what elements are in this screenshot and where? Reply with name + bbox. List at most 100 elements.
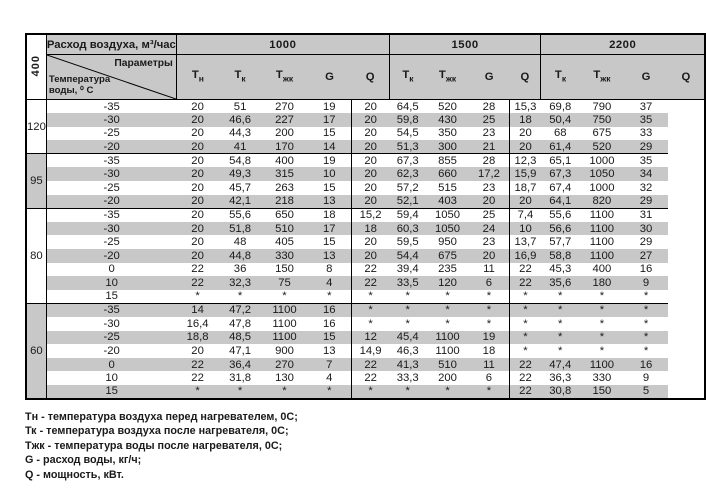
value-cell: 20 <box>176 153 219 168</box>
diagonal-line <box>47 55 176 99</box>
value-cell: 20 <box>176 221 219 236</box>
value-cell: 0 <box>45 357 177 372</box>
value-cell: 35,6 <box>540 276 580 290</box>
water-temp-group-95: 95 <box>26 153 47 209</box>
table-body: 120 -35 20 51 270 19 20 64,5 520 28 15,3 69,8 790 37-… <box>26 98 705 399</box>
value-cell: 54,8 <box>218 153 262 168</box>
params-label: Параметры <box>114 58 173 69</box>
value-cell: 20 <box>509 194 541 209</box>
value-cell: * <box>426 302 469 317</box>
value-cell: 11 <box>468 357 510 372</box>
water-temp-group-60: 60 <box>26 302 47 399</box>
water-temp-group-80: 80 <box>26 207 47 304</box>
value-cell: 17 <box>307 221 352 236</box>
value-cell: 18 <box>482 344 496 357</box>
value-cell: 59,8 <box>389 113 427 127</box>
value-cell: 55,6 <box>540 207 580 222</box>
value-cell: 180 <box>579 276 625 290</box>
value-cell: 22 <box>191 372 204 385</box>
value-cell: 510 <box>426 357 469 372</box>
value-cell: * <box>579 302 625 317</box>
value-cell: 300 <box>426 140 469 154</box>
value-cell: 1100 <box>426 330 469 345</box>
value-cell: 67,3 <box>389 153 427 168</box>
value-cell: 60,3 <box>389 221 427 236</box>
value-cell: 35 <box>624 153 668 168</box>
value-cell: 51,8 <box>218 221 262 236</box>
value-cell: 6 <box>485 372 493 385</box>
value-cell: 16,4 <box>186 317 209 330</box>
value-cell: 67,3 <box>540 167 580 182</box>
value-cell: 24 <box>468 221 510 236</box>
value-cell: * <box>558 290 563 303</box>
value-cell: * <box>237 290 243 303</box>
value-cell: 6 <box>468 276 510 290</box>
value-cell: -35 <box>45 207 177 222</box>
value-cell: 48,5 <box>218 330 262 345</box>
value-cell: * <box>579 330 625 345</box>
legend: Тн - температура воздуха перед нагревате… <box>25 410 298 482</box>
value-cell: -35 <box>45 153 177 168</box>
value-cell: 950 <box>438 236 457 249</box>
table-row: 95 -35 20 54,8 400 19 20 67,3 855 28 12,3 65,1 1000 3… <box>26 153 705 209</box>
value-cell: 1100 <box>261 330 308 345</box>
value-cell: 56,6 <box>540 221 580 236</box>
value-cell: 28 <box>468 99 510 114</box>
table-row: -25 20 44,3 200 15 20 54,5 350 23 20 68 675 33 <box>26 126 705 141</box>
column-header-Тжк: Тжк <box>261 54 308 100</box>
value-cell: * <box>350 317 390 331</box>
value-cell: 19 <box>468 330 510 345</box>
value-cell: * <box>176 384 219 399</box>
value-cell: 65,1 <box>540 153 580 168</box>
value-cell: 47,8 <box>229 317 252 330</box>
column-header-G: G <box>468 54 510 100</box>
value-cell: 75 <box>261 276 308 290</box>
value-cell: 20 <box>350 153 390 168</box>
value-cell: 25 <box>468 113 510 127</box>
value-cell: 900 <box>275 344 294 357</box>
value-cell: 405 <box>275 236 294 249</box>
value-cell: 30 <box>624 221 668 236</box>
value-cell: 20 <box>468 249 510 263</box>
value-cell: 1050 <box>579 167 625 182</box>
value-cell: 45,4 <box>389 330 427 345</box>
value-cell: 16 <box>307 302 352 317</box>
value-cell: -20 <box>45 140 177 154</box>
value-cell: 57,2 <box>396 181 419 194</box>
value-cell: 54,4 <box>389 249 427 263</box>
value-cell: * <box>486 317 492 330</box>
value-cell: 1000 <box>589 181 615 194</box>
value-cell: 18,7 <box>509 181 541 195</box>
value-cell: 1100 <box>435 344 460 357</box>
value-cell: 20 <box>509 140 541 154</box>
table-row: 15 * * * * * * * * * * * * <box>26 289 705 304</box>
value-cell: 263 <box>275 181 294 194</box>
value-cell: 660 <box>426 167 469 182</box>
value-cell: 218 <box>261 194 308 209</box>
value-cell: 36,4 <box>218 357 262 372</box>
table-row: -20 20 44,8 330 13 20 54,4 675 20 16,9 58,8 1100 27 <box>26 249 705 263</box>
value-cell: * <box>405 290 410 303</box>
value-cell: 5 <box>624 384 668 399</box>
value-cell: 13,7 <box>509 235 541 250</box>
value-cell: 855 <box>426 153 469 168</box>
value-cell: 330 <box>261 249 308 263</box>
value-cell: * <box>643 290 649 303</box>
value-cell: 1100 <box>579 249 625 263</box>
table-row: -30 20 49,3 315 10 20 62,3 660 17,2 15,9 67,3 1050 3… <box>26 167 705 182</box>
value-cell: 37 <box>624 99 668 114</box>
value-cell: * <box>261 384 308 399</box>
value-cell: * <box>389 384 427 399</box>
value-cell: * <box>350 289 390 304</box>
value-cell: 20 <box>176 113 219 127</box>
value-cell: 16 <box>624 357 668 372</box>
value-cell: 45,3 <box>549 263 572 276</box>
value-cell: * <box>350 302 390 317</box>
table-row: 10 22 31,8 130 4 22 33,3 200 6 22 36,3 330 9 <box>26 371 705 385</box>
value-cell: 23 <box>482 181 496 194</box>
value-cell: 15 <box>323 127 336 140</box>
value-cell: 41,3 <box>389 357 427 372</box>
value-cell: 31,8 <box>229 372 252 385</box>
table-row: -30 20 51,8 510 17 18 60,3 1050 24 10 56,6 1100 30 <box>26 221 705 236</box>
value-cell: * <box>509 302 541 317</box>
